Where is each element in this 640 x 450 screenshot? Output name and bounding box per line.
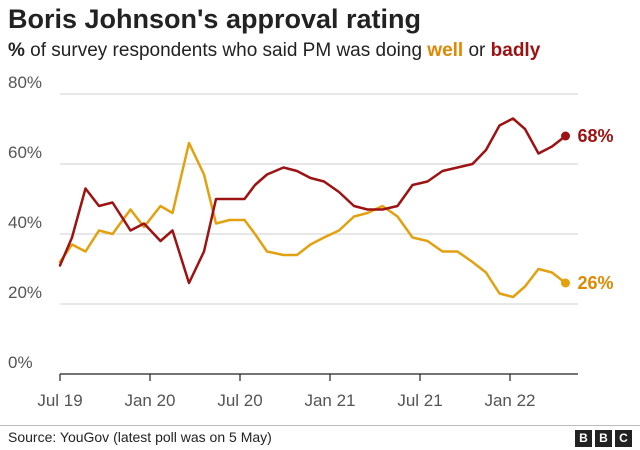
bbc-logo: B B C <box>575 430 632 447</box>
series-end-label-well: 26% <box>578 273 614 293</box>
footer-divider <box>0 425 640 426</box>
y-tick-label: 80% <box>8 73 42 92</box>
y-tick-label: 40% <box>8 213 42 232</box>
bbc-logo-letter-3: C <box>615 430 632 447</box>
x-tick-label: Jul 19 <box>37 391 82 410</box>
subtitle-or: or <box>463 40 491 61</box>
y-tick-label: 20% <box>8 283 42 302</box>
bbc-logo-letter-1: B <box>575 430 592 447</box>
series-line-well <box>58 141 567 299</box>
chart-title: Boris Johnson's approval rating <box>8 4 421 34</box>
x-tick-label: Jul 21 <box>397 391 442 410</box>
subtitle-badly-legend: badly <box>490 40 541 61</box>
chart-subtitle: % of survey respondents who said PM was … <box>8 40 540 62</box>
approval-line-chart: 0% 20% 40% 60% 80% Jul 19 Jan 20 Jul 20 Jan 21 Ju… <box>8 73 614 410</box>
subtitle-percent: % <box>8 40 25 61</box>
series-line-badly <box>58 117 567 285</box>
series-end-marker-well <box>561 278 570 288</box>
subtitle-well-legend: well <box>427 40 464 61</box>
bbc-logo-letter-2: B <box>595 430 612 447</box>
y-tick-label: 0% <box>8 353 33 372</box>
x-tick-label: Jan 22 <box>484 391 535 410</box>
series-end-marker-badly <box>561 131 570 141</box>
x-tick-label: Jan 20 <box>124 391 175 410</box>
x-tick-label: Jul 20 <box>217 391 262 410</box>
series-end-label-badly: 68% <box>578 126 614 146</box>
x-tick-label: Jan 21 <box>304 391 355 410</box>
y-tick-label: 60% <box>8 143 42 162</box>
subtitle-text: of survey respondents who said PM was do… <box>24 40 428 61</box>
source-note: Source: YouGov (latest poll was on 5 May… <box>8 429 272 445</box>
